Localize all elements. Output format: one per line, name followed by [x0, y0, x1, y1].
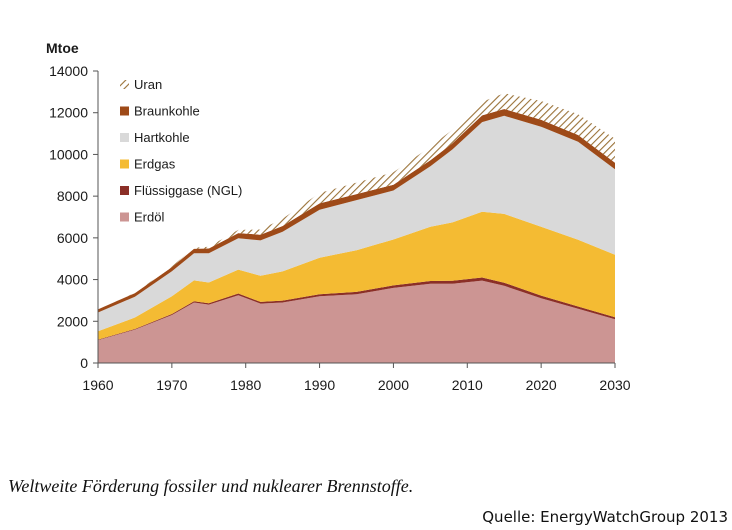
x-tick-label: 2000: [378, 377, 409, 393]
legend-label-hartkohle: Hartkohle: [134, 130, 190, 145]
y-tick-label: 2000: [57, 313, 88, 329]
y-tick-label: 0: [80, 355, 88, 371]
x-tick-label: 1980: [230, 377, 261, 393]
legend-label-uran: Uran: [134, 77, 162, 92]
y-tick-label: 10000: [49, 146, 88, 162]
area-hartkohle: [98, 115, 615, 332]
y-tick-label: 6000: [57, 230, 88, 246]
x-tick-label: 2030: [599, 377, 630, 393]
source-note: Quelle: EnergyWatchGroup 2013: [482, 508, 728, 526]
area-layers: [98, 93, 615, 363]
area-erdgas: [98, 211, 615, 340]
figure-caption: Weltweite Förderung fossiler und nuklear…: [8, 476, 414, 496]
legend: Uran Braunkohle Hartkohle Erdgas Flüssiggase…: [120, 77, 242, 225]
y-axis-unit-label: Mtoe: [46, 40, 79, 56]
legend-label-flussiggase-ngl: Flüssiggase (NGL): [134, 183, 242, 198]
stacked-area-chart: 0 2000 4000 6000 8000 10000 12000 14000 1960 1970…: [49, 63, 631, 393]
area-erdol: [98, 280, 615, 363]
axes: 0 2000 4000 6000 8000 10000 12000 14000 1960 1970…: [49, 63, 631, 393]
legend-swatch-hartkohle: [120, 133, 129, 142]
x-tick-label: 1970: [156, 377, 187, 393]
legend-swatch-braunkohle: [120, 106, 129, 116]
legend-label-erdgas: Erdgas: [134, 157, 176, 172]
legend-swatch-uran: [120, 80, 129, 89]
x-tick-label: 1990: [304, 377, 335, 393]
legend-label-erdol: Erdöl: [134, 210, 164, 225]
area-uran: [98, 93, 615, 310]
x-tick-label: 1960: [82, 377, 113, 393]
x-tick-label: 2010: [452, 377, 483, 393]
y-tick-label: 8000: [57, 188, 88, 204]
y-tick-label: 12000: [49, 105, 88, 121]
y-tick-label: 14000: [49, 63, 88, 79]
legend-swatch-erdol: [120, 212, 129, 222]
legend-label-braunkohle: Braunkohle: [134, 104, 200, 119]
legend-swatch-flussiggase-ngl: [120, 186, 129, 195]
x-tick-label: 2020: [526, 377, 557, 393]
y-tick-label: 4000: [57, 272, 88, 288]
area-braunkohle: [98, 109, 615, 313]
legend-swatch-erdgas: [120, 159, 129, 169]
